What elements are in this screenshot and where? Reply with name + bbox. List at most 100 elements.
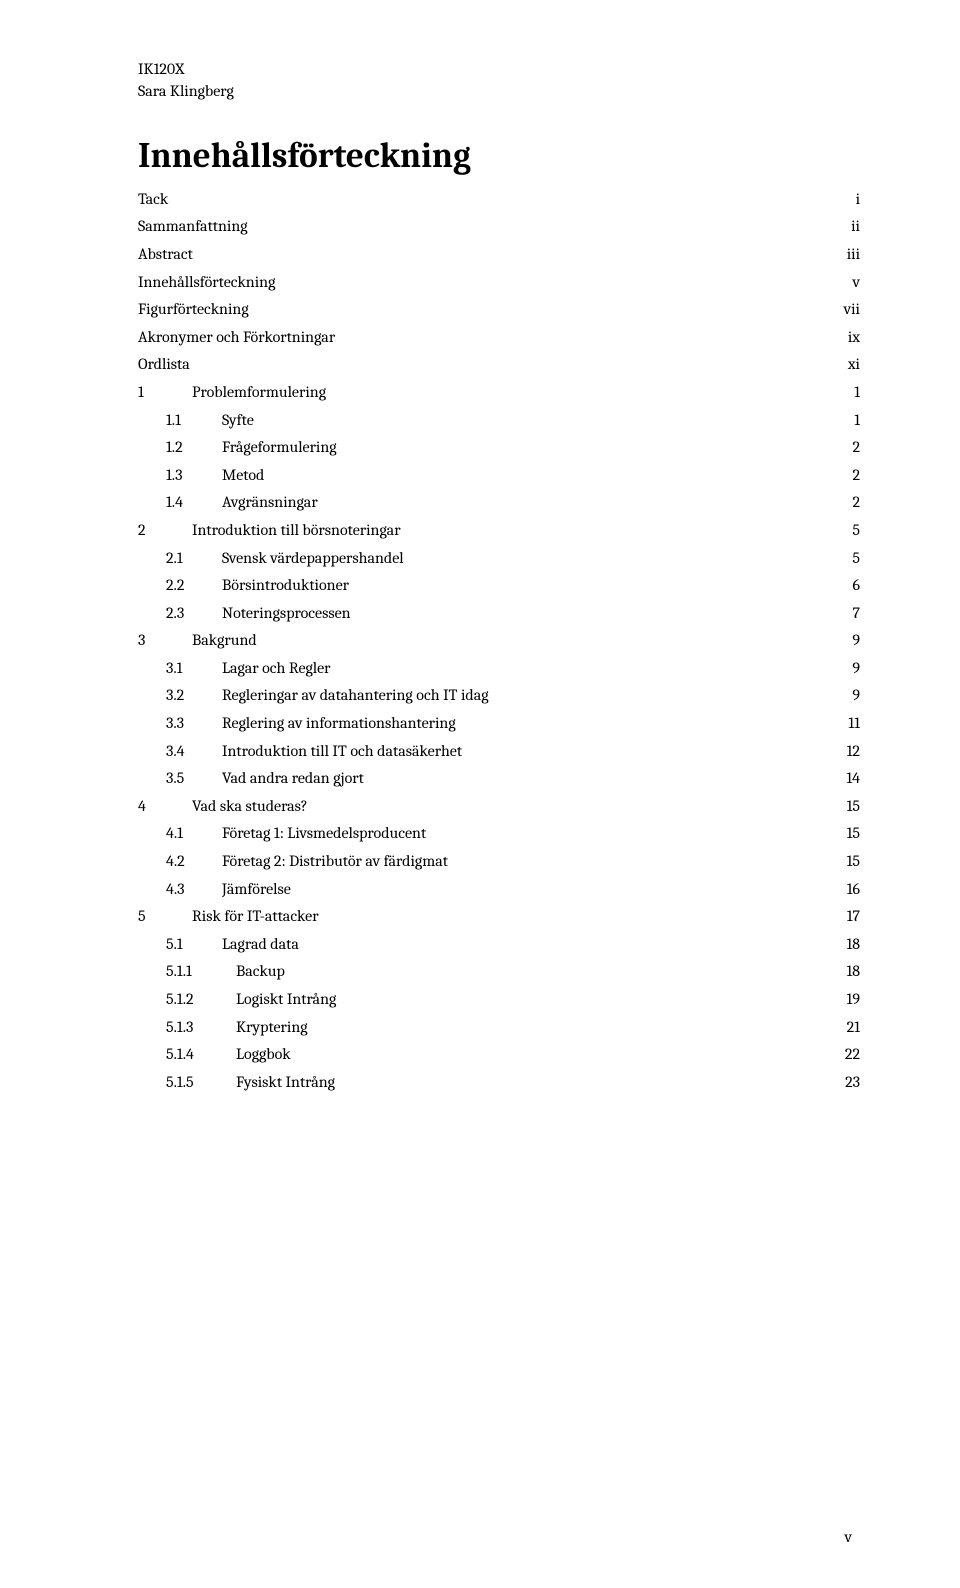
toc-entry-page: 5 [852,549,860,567]
toc-entry-text: Introduktion till IT och datasäkerhet [222,742,462,760]
toc-entry-page: 11 [848,714,860,732]
toc-entry-label: 4.2Företag 2: Distributör av färdigmat [166,852,448,870]
toc-entry-label: 3Bakgrund [138,631,257,649]
toc-entry-number: 1.1 [166,411,222,429]
toc-entry-text: Tack [138,190,168,208]
toc-entry-page: 21 [847,1018,860,1036]
toc-entry-label: 4.1Företag 1: Livsmedelsproducent [166,824,426,842]
toc-entry-text: Lagrad data [222,935,299,953]
toc-entry-number: 2 [138,521,192,539]
toc-entry-text: Avgränsningar [222,493,318,511]
toc-entry-number: 5.1.1 [166,962,236,980]
toc-entry-text: Reglering av informationshantering [222,714,456,732]
toc-entry-page: 15 [847,797,860,815]
toc-entry-label: 2.3Noteringsprocessen [166,604,351,622]
toc-row: Innehållsförteckningv [138,273,860,291]
toc-entry-text: Problemformulering [192,383,326,401]
toc-entry-text: Loggbok [236,1045,291,1063]
toc-row: 5.1.1Backup18 [138,962,860,980]
toc-entry-text: Figurförteckning [138,300,249,318]
toc-entry-number: 4.3 [166,880,222,898]
toc-entry-page: xi [848,355,860,373]
toc-entry-text: Akronymer och Förkortningar [138,328,335,346]
toc-entry-label: 1.1Syfte [166,411,254,429]
toc-entry-text: Abstract [138,245,193,263]
toc-entry-text: Metod [222,466,264,484]
toc-entry-text: Sammanfattning [138,217,248,235]
toc-row: 3.3Reglering av informationshantering 11 [138,714,860,732]
toc-row: Figurförteckning vii [138,300,860,318]
toc-entry-label: 1.3Metod [166,466,264,484]
toc-entry-page: ii [851,217,860,235]
toc-entry-text: Börsintroduktioner [222,576,349,594]
toc-entry-label: Akronymer och Förkortningar [138,328,335,346]
toc-entry-page: vii [844,300,860,318]
toc-entry-label: Tack [138,190,168,208]
toc-row: 3.1Lagar och Regler9 [138,659,860,677]
toc-entry-number: 5.1.4 [166,1045,236,1063]
toc-entry-label: 5.1.3Kryptering [166,1018,308,1036]
toc-row: Tack i [138,190,860,208]
toc-entry-label: 1.2Frågeformulering [166,438,337,456]
toc-entry-number: 3.2 [166,686,222,704]
toc-entry-text: Bakgrund [192,631,257,649]
toc-entry-page: 23 [845,1073,860,1091]
toc-entry-label: Ordlista [138,355,190,373]
toc-row: 1.1Syfte1 [138,411,860,429]
toc-row: Akronymer och Förkortningarix [138,328,860,346]
toc-row: 5.1.5Fysiskt Intrång 23 [138,1073,860,1091]
toc-entry-page: i [856,190,860,208]
toc-row: 4.2Företag 2: Distributör av färdigmat 15 [138,852,860,870]
toc-entry-label: 5.1Lagrad data [166,935,299,953]
toc-entry-text: Vad ska studeras? [192,797,308,815]
toc-row: 5.1.4Loggbok 22 [138,1045,860,1063]
toc-entry-number: 4 [138,797,192,815]
toc-entry-text: Innehållsförteckning [138,273,275,291]
toc-row: 3.5Vad andra redan gjort14 [138,769,860,787]
toc-row: 1Problemformulering1 [138,383,860,401]
toc-entry-label: 4.3Jämförelse [166,880,291,898]
toc-entry-label: Abstract [138,245,193,263]
toc-entry-label: 5Risk för IT-attacker [138,907,319,925]
toc-entry-page: 2 [852,466,860,484]
author-name: Sara Klingberg [138,80,860,102]
toc-entry-text: Företag 1: Livsmedelsproducent [222,824,426,842]
toc-entry-label: Innehållsförteckning [138,273,275,291]
toc-entry-label: 2.2Börsintroduktioner [166,576,349,594]
toc-entry-number: 3.1 [166,659,222,677]
footer-page-number: v [844,1528,852,1546]
toc-entry-number: 5 [138,907,192,925]
course-code: IK120X [138,58,860,80]
toc-entry-page: 15 [847,852,860,870]
toc-row: 5.1Lagrad data 18 [138,935,860,953]
toc-entry-page: 14 [846,769,860,787]
toc-row: 2.3Noteringsprocessen 7 [138,604,860,622]
toc-entry-label: 5.1.2Logiskt Intrång [166,990,336,1008]
toc-entry-label: Figurförteckning [138,300,249,318]
toc-entry-number: 1.4 [166,493,222,511]
toc-entry-page: 9 [852,659,860,677]
toc-entry-page: iii [847,245,860,263]
toc-entry-text: Noteringsprocessen [222,604,351,622]
toc-row: 4Vad ska studeras? 15 [138,797,860,815]
toc-entry-page: 5 [852,521,860,539]
toc-entry-number: 3.5 [166,769,222,787]
toc-entry-text: Företag 2: Distributör av färdigmat [222,852,448,870]
toc-entry-text: Frågeformulering [222,438,337,456]
toc-entry-label: 4Vad ska studeras? [138,797,308,815]
toc-entry-label: 5.1.5Fysiskt Intrång [166,1073,335,1091]
toc-row: 1.2Frågeformulering2 [138,438,860,456]
toc-entry-text: Syfte [222,411,254,429]
toc-entry-page: 22 [845,1045,860,1063]
toc-entry-page: 7 [852,604,860,622]
toc-row: 4.1Företag 1: Livsmedelsproducent 15 [138,824,860,842]
toc-entry-number: 3.3 [166,714,222,732]
toc-entry-number: 3.4 [166,742,222,760]
toc-entry-page: 15 [847,824,860,842]
toc-entry-text: Svensk värdepappershandel [222,549,404,567]
toc-row: 5.1.2Logiskt Intrång19 [138,990,860,1008]
toc-entry-page: 18 [846,935,860,953]
toc-entry-number: 5.1.2 [166,990,236,1008]
toc-entry-page: 1 [854,383,860,401]
toc-row: 2Introduktion till börsnoteringar5 [138,521,860,539]
